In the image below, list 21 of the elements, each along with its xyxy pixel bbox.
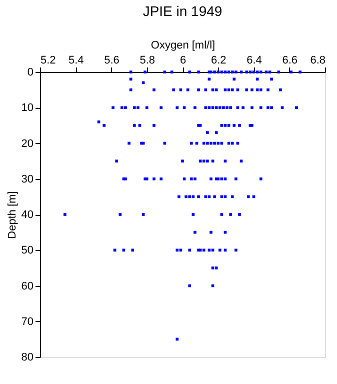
x-axis-title: Oxygen [ml/l] xyxy=(150,40,216,52)
x-tick-label: 5.8 xyxy=(140,54,156,66)
chart-title: JPIE in 1949 xyxy=(142,3,222,19)
y-tick-label: 60 xyxy=(21,280,34,292)
y-tick-label: 30 xyxy=(21,173,34,186)
y-tick-label: 40 xyxy=(21,209,34,221)
y-tick-label: 0 xyxy=(27,66,34,78)
x-tick-label: 6.8 xyxy=(310,54,326,66)
x-tick-label: 5.4 xyxy=(68,54,84,66)
x-tick-label: 6.2 xyxy=(210,54,226,66)
x-tick-label: 6.4 xyxy=(246,54,262,66)
y-tick-label: 50 xyxy=(21,244,34,257)
y-tick-label: 20 xyxy=(21,138,34,150)
x-tick-label: 5.2 xyxy=(40,54,56,66)
x-tick-label: 6 xyxy=(180,54,186,66)
x-tick-label: 5.6 xyxy=(104,54,120,66)
y-tick-label: 80 xyxy=(21,352,34,364)
x-tick-label: 6.6 xyxy=(282,54,298,66)
y-tick-label: 10 xyxy=(21,102,34,114)
y-tick-label: 70 xyxy=(21,316,34,328)
y-axis-title: Depth [m] xyxy=(6,191,18,239)
